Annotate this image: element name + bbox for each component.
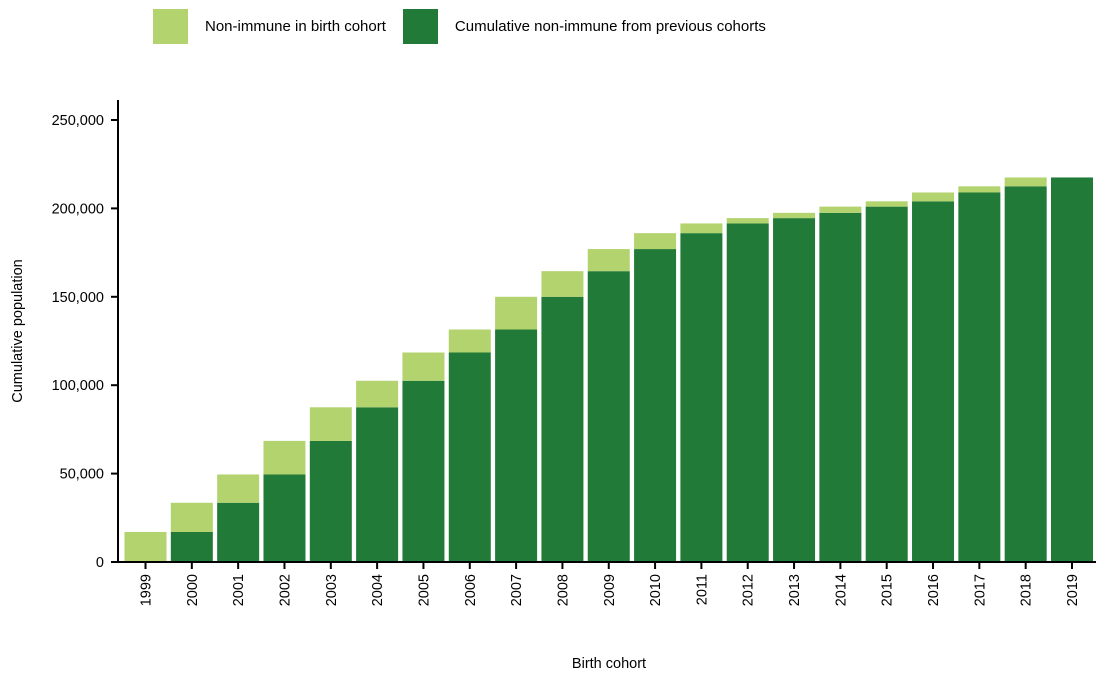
bar-segment-birth-cohort bbox=[541, 271, 584, 297]
x-tick-label: 2014 bbox=[833, 574, 849, 606]
y-tick-label: 250,000 bbox=[52, 113, 104, 129]
bar-segment-previous-cohorts bbox=[912, 201, 955, 562]
bar-segment-previous-cohorts bbox=[356, 407, 399, 562]
bar-segment-previous-cohorts bbox=[819, 212, 862, 562]
bar-segment-previous-cohorts bbox=[263, 474, 306, 562]
bar-segment-previous-cohorts bbox=[309, 440, 352, 562]
bars-group bbox=[124, 177, 1093, 563]
x-tick-label: 2010 bbox=[648, 574, 664, 606]
bar-segment-birth-cohort bbox=[912, 192, 955, 202]
bar-segment-birth-cohort bbox=[773, 212, 816, 219]
bar-segment-previous-cohorts bbox=[958, 192, 1001, 562]
bar-segment-birth-cohort bbox=[634, 233, 677, 250]
x-tick-label: 2012 bbox=[741, 574, 757, 606]
legend-label: Non-immune in birth cohort bbox=[205, 17, 386, 35]
y-tick-label: 150,000 bbox=[52, 290, 104, 306]
x-tick-label: 2015 bbox=[880, 574, 896, 606]
bar-segment-previous-cohorts bbox=[726, 223, 769, 563]
x-tick-label: 2006 bbox=[463, 574, 479, 606]
x-tick-label: 2005 bbox=[416, 574, 432, 606]
legend-item-previous-cohorts: Cumulative non-immune from previous coho… bbox=[402, 8, 766, 44]
bar-segment-previous-cohorts bbox=[402, 380, 445, 562]
bar-segment-birth-cohort bbox=[263, 440, 306, 475]
bar-segment-previous-cohorts bbox=[448, 352, 491, 562]
y-tick-label: 0 bbox=[96, 555, 104, 571]
x-tick-label: 2002 bbox=[277, 574, 293, 606]
bar-segment-birth-cohort bbox=[1004, 177, 1047, 187]
x-tick-label: 2007 bbox=[509, 574, 525, 606]
legend-item-birth-cohort: Non-immune in birth cohort bbox=[153, 8, 386, 44]
y-tick-label: 100,000 bbox=[52, 378, 104, 394]
bar-segment-previous-cohorts bbox=[217, 502, 260, 562]
bar-segment-birth-cohort bbox=[865, 201, 908, 207]
bar-segment-previous-cohorts bbox=[865, 206, 908, 562]
bar-segment-previous-cohorts bbox=[541, 296, 584, 562]
y-tick-label: 200,000 bbox=[52, 201, 104, 217]
bar-segment-birth-cohort bbox=[958, 186, 1001, 193]
bar-segment-birth-cohort bbox=[356, 380, 399, 408]
bar-segment-birth-cohort bbox=[124, 531, 167, 562]
bar-segment-previous-cohorts bbox=[680, 233, 723, 563]
legend-label: Cumulative non-immune from previous coho… bbox=[454, 17, 766, 35]
bar-segment-previous-cohorts bbox=[587, 271, 630, 562]
x-tick-label: 2000 bbox=[185, 574, 201, 606]
x-axis-ticks: 1999 2000 2001 2002 2003 2004 2005 2006 2007 2008… bbox=[139, 562, 1081, 606]
bar-segment-birth-cohort bbox=[819, 206, 862, 213]
bar-segment-previous-cohorts bbox=[170, 531, 213, 562]
x-tick-label: 2019 bbox=[1065, 574, 1081, 606]
y-axis-title: Cumulative population bbox=[10, 259, 26, 402]
x-tick-label: 2016 bbox=[926, 574, 942, 606]
x-tick-label: 2008 bbox=[555, 574, 571, 606]
bar-segment-previous-cohorts bbox=[773, 218, 816, 562]
x-tick-label: 2001 bbox=[231, 574, 247, 606]
x-tick-label: 2004 bbox=[370, 574, 386, 606]
bar-segment-birth-cohort bbox=[726, 218, 769, 224]
bar-segment-birth-cohort bbox=[309, 407, 352, 441]
bar-segment-birth-cohort bbox=[680, 223, 723, 234]
x-tick-label: 1999 bbox=[139, 574, 155, 606]
legend: Non-immune in birth cohort Cumulative no… bbox=[153, 8, 783, 44]
x-tick-label: 2003 bbox=[324, 574, 340, 606]
bar-segment-previous-cohorts bbox=[1004, 186, 1047, 563]
x-axis-title: Birth cohort bbox=[572, 656, 646, 672]
y-tick-label: 50,000 bbox=[60, 467, 104, 483]
x-tick-label: 2018 bbox=[1019, 574, 1035, 606]
x-tick-label: 2011 bbox=[694, 574, 710, 605]
legend-swatch-light-green bbox=[153, 8, 188, 44]
bar-segment-previous-cohorts bbox=[634, 249, 677, 562]
bar-segment-birth-cohort bbox=[587, 249, 630, 272]
bar-segment-birth-cohort bbox=[170, 502, 213, 532]
x-tick-label: 2009 bbox=[602, 574, 618, 606]
bar-segment-birth-cohort bbox=[217, 474, 260, 503]
bar-segment-previous-cohorts bbox=[495, 329, 538, 562]
bar-segment-previous-cohorts bbox=[1051, 177, 1093, 562]
x-tick-label: 2017 bbox=[972, 574, 988, 606]
bar-segment-birth-cohort bbox=[448, 329, 491, 353]
bar-segment-birth-cohort bbox=[495, 296, 538, 330]
y-axis-ticks: 0 50,000 100,000 150,000 200,000 250,000 bbox=[52, 113, 118, 571]
x-tick-label: 2013 bbox=[787, 574, 803, 606]
bar-segment-birth-cohort bbox=[402, 352, 445, 381]
legend-swatch-dark-green bbox=[402, 8, 438, 44]
